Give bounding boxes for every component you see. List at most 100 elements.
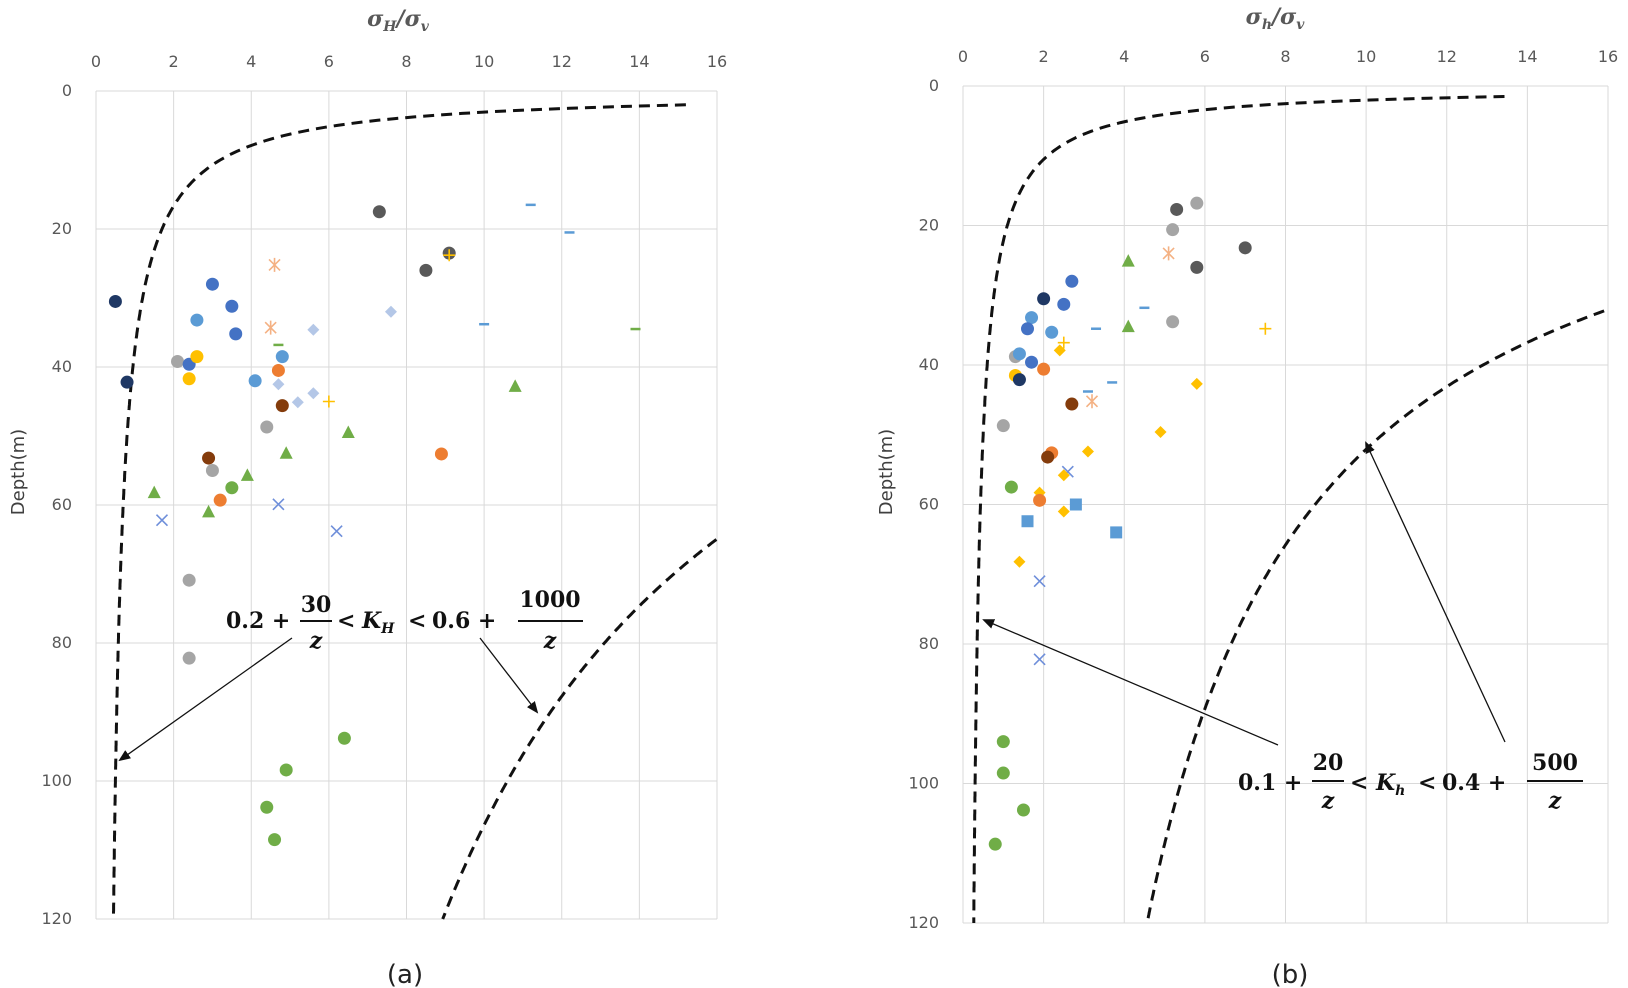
panel-a-x-tick-label: 10 xyxy=(474,52,494,71)
panel-b-eq-op2: < xyxy=(1418,770,1436,796)
panel-b-y-axis-title: Depth(m) xyxy=(876,429,897,515)
panel-a-x-tick-label: 0 xyxy=(91,52,101,71)
panel-b-x-tick-label: 8 xyxy=(1280,47,1290,66)
panel-a-point xyxy=(322,395,335,408)
panel-a-point xyxy=(434,447,448,461)
panel-a-point xyxy=(307,323,320,336)
panel-a-bound-curve-lower xyxy=(112,103,686,919)
panel-a-point xyxy=(182,651,196,665)
panel-b-point xyxy=(1081,445,1094,458)
panel-b-grid xyxy=(962,85,1609,924)
panel-b-point xyxy=(1013,555,1026,568)
panel-b-point xyxy=(1190,196,1204,210)
panel-b-x-tick-label: 10 xyxy=(1356,47,1376,66)
panel-b-bound-curve-upper xyxy=(1145,309,1605,924)
panel-b-point xyxy=(1033,575,1046,588)
panel-a-point xyxy=(271,363,285,377)
panel-a-y-tick-label: 40 xyxy=(52,357,72,376)
panel-a-point xyxy=(225,299,239,313)
panel-a-x-tick-label: 14 xyxy=(629,52,649,71)
panel-a-y-tick-label: 60 xyxy=(52,495,72,514)
panel-b-y-tick-label: 0 xyxy=(929,76,939,95)
panel-a-arrow-upper-bound xyxy=(479,637,539,714)
panel-a-eq-right-num: 1000 xyxy=(519,587,580,613)
panel-a-point xyxy=(341,425,355,439)
panel-a-eq-mid: KH xyxy=(361,608,395,637)
panel-a-x-tick-label: 12 xyxy=(552,52,572,71)
panel-b-y-tick-label: 40 xyxy=(919,355,939,374)
panel-a-point xyxy=(275,350,289,364)
panel-b-point xyxy=(996,735,1010,749)
panel-b-point xyxy=(1041,450,1055,464)
panel-b-point xyxy=(1154,425,1167,438)
panel-b-eq-right-den: z xyxy=(1548,788,1562,814)
panel-a-point xyxy=(372,205,386,219)
panel-a-point xyxy=(205,277,219,291)
panel-a-chart: 0 2 4 6 8 10 12 14 16 0 20 40 60 80 100 120 σH/σv Depth… xyxy=(8,6,727,988)
panel-a-point xyxy=(205,464,219,477)
panel-b-eq-left-num: 20 xyxy=(1313,750,1344,776)
panel-a-arrow-lower-bound xyxy=(118,637,293,762)
panel-b-arrow-lower-bound xyxy=(982,619,1279,746)
panel-a-x-axis-title: σH/σv xyxy=(367,6,430,35)
panel-a-y-tick-label: 120 xyxy=(41,909,72,928)
panel-b-point xyxy=(1012,347,1026,361)
panel-a-point xyxy=(330,525,343,538)
panel-a-point xyxy=(337,731,351,745)
panel-b-point xyxy=(1021,515,1034,528)
panel-a-eq-right-den: z xyxy=(543,628,557,654)
panel-b-point xyxy=(988,837,1002,851)
panel-a-point xyxy=(307,387,320,400)
panel-a-point xyxy=(291,396,304,409)
panel-b-x-tick-label: 6 xyxy=(1200,47,1210,66)
panel-b-point xyxy=(1121,254,1135,267)
panel-b-point xyxy=(1004,480,1018,494)
panel-b-y-tick-label: 60 xyxy=(919,495,939,514)
panel-a-point xyxy=(272,498,285,511)
panel-a-eq-left-den: z xyxy=(309,628,323,654)
panel-b-bounds xyxy=(972,95,1605,924)
panel-a-x-tick-label: 8 xyxy=(401,52,411,71)
panel-b-point xyxy=(1037,292,1051,306)
panel-b-point xyxy=(1025,311,1039,325)
panel-b-x-axis-title: σh/σv xyxy=(1246,4,1306,33)
panel-a-y-tick-label: 0 xyxy=(62,81,72,100)
panel-b-y-tick-label: 100 xyxy=(908,774,939,793)
panel-b-point xyxy=(1069,498,1082,511)
panel-b-y-tick-label: 120 xyxy=(908,913,939,932)
panel-b-point xyxy=(1065,274,1079,288)
panel-a-point xyxy=(248,374,262,388)
panel-b-y-tick-label: 20 xyxy=(919,216,939,235)
panel-b-point xyxy=(1033,493,1047,507)
panel-a-eq-right-const: 0.6 + xyxy=(432,608,496,634)
panel-b-bound-curve-lower xyxy=(972,95,1505,923)
panel-b-eq-left-den: z xyxy=(1321,788,1335,814)
panel-a-ticks: 0 2 4 6 8 10 12 14 16 0 20 40 60 80 100 120 xyxy=(41,52,727,928)
panel-b-point xyxy=(1166,315,1180,329)
panel-b-y-tick-label: 80 xyxy=(919,634,939,653)
panel-a-point xyxy=(202,451,216,465)
panel-b-eq-mid: Kh xyxy=(1375,770,1405,799)
panel-b-x-tick-label: 12 xyxy=(1437,47,1457,66)
panel-b-eq-left-const: 0.1 + xyxy=(1238,770,1302,796)
panel-a-point xyxy=(268,833,282,847)
panel-a-point xyxy=(260,420,274,434)
panel-a-point xyxy=(108,294,122,308)
panel-b-x-tick-label: 14 xyxy=(1517,47,1537,66)
panel-b-point xyxy=(1021,322,1034,336)
panel-a-point xyxy=(225,481,239,495)
panel-b-point xyxy=(1016,803,1030,817)
panel-b-point xyxy=(1162,246,1175,261)
panel-a-point xyxy=(275,399,289,413)
panel-a-point xyxy=(190,313,204,327)
panel-a-point xyxy=(190,350,204,364)
panel-a-point xyxy=(272,378,285,391)
panel-a-grid xyxy=(95,90,718,920)
panel-a-y-axis-title: Depth(m) xyxy=(8,429,29,515)
panel-b-point xyxy=(1037,362,1051,376)
panel-a-point xyxy=(202,504,216,518)
panel-b-x-tick-label: 16 xyxy=(1598,47,1618,66)
panel-b-point xyxy=(1110,526,1123,539)
panel-b-x-tick-label: 4 xyxy=(1119,47,1129,66)
panel-a-eq-op2: < xyxy=(408,608,426,634)
